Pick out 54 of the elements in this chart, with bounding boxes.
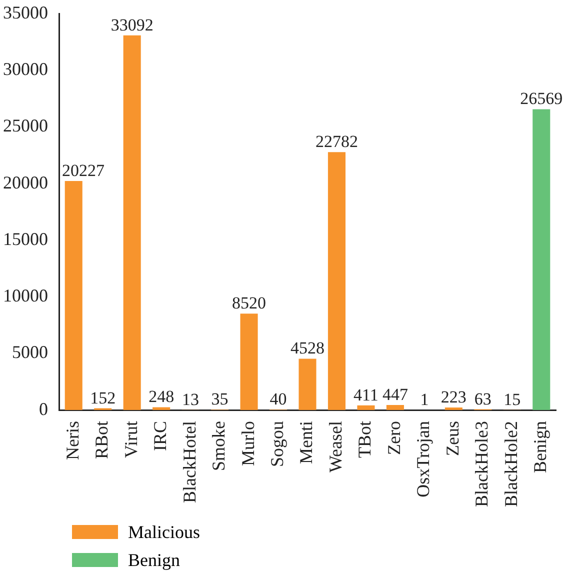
x-tick-label: Zero <box>384 421 404 456</box>
x-tick-label: Weasel <box>325 421 346 473</box>
data-label: 223 <box>440 387 466 406</box>
data-label: 22782 <box>315 132 358 152</box>
bar <box>152 407 170 410</box>
data-label: 248 <box>148 387 174 406</box>
x-tick-label: Virut <box>120 421 141 458</box>
data-label: 8520 <box>232 294 266 313</box>
bar <box>240 314 258 410</box>
y-tick-label: 15000 <box>3 228 48 249</box>
legend-label: Benign <box>128 550 180 570</box>
data-label: 40 <box>270 390 287 409</box>
y-tick-label: 10000 <box>3 286 48 306</box>
y-tick-label: 30000 <box>3 59 48 80</box>
x-tick-label: Murlo <box>238 421 258 466</box>
y-tick-label: 5000 <box>12 342 48 362</box>
data-label: 152 <box>90 388 116 408</box>
bar <box>328 152 346 410</box>
x-tick-label: Menti <box>296 421 316 464</box>
bar <box>357 405 375 410</box>
bar <box>123 35 141 410</box>
data-label: 63 <box>474 389 492 408</box>
y-tick-label: 20000 <box>3 172 48 192</box>
x-tick-label: RBot <box>92 421 112 460</box>
y-tick-label: 0 <box>39 398 48 419</box>
x-tick-label: OsxTrojan <box>413 421 434 498</box>
y-tick-label: 35000 <box>3 2 48 23</box>
data-label: 13 <box>182 390 200 409</box>
data-label: 1 <box>420 390 429 409</box>
y-tick-label: 25000 <box>3 116 48 136</box>
data-label: 26569 <box>520 89 563 108</box>
x-tick-label: Benign <box>530 421 550 474</box>
x-tick-label: BlackHole3 <box>472 421 492 508</box>
x-tick-label: IRC <box>150 421 170 452</box>
bar <box>444 408 462 410</box>
data-label: 447 <box>382 384 408 404</box>
data-label: 33092 <box>110 15 154 34</box>
bar <box>532 109 550 410</box>
legend-label: Malicious <box>128 522 200 542</box>
data-label: 35 <box>211 390 228 409</box>
data-label: 15 <box>504 390 521 409</box>
data-label: 20227 <box>62 161 105 180</box>
x-tick-label: Smoke <box>208 421 229 472</box>
data-label: 4528 <box>290 338 324 358</box>
x-tick-label: Zeus <box>442 421 462 456</box>
x-tick-label: BlackHole2 <box>500 421 521 508</box>
bar <box>64 181 82 410</box>
x-tick-label: TBot <box>354 421 375 458</box>
x-tick-label: Neris <box>62 421 82 460</box>
data-label: 411 <box>354 385 378 404</box>
bar <box>386 404 404 410</box>
x-tick-label: BlackHotel <box>179 421 200 504</box>
bar <box>298 358 316 410</box>
x-tick-label: Sogou <box>267 421 287 468</box>
